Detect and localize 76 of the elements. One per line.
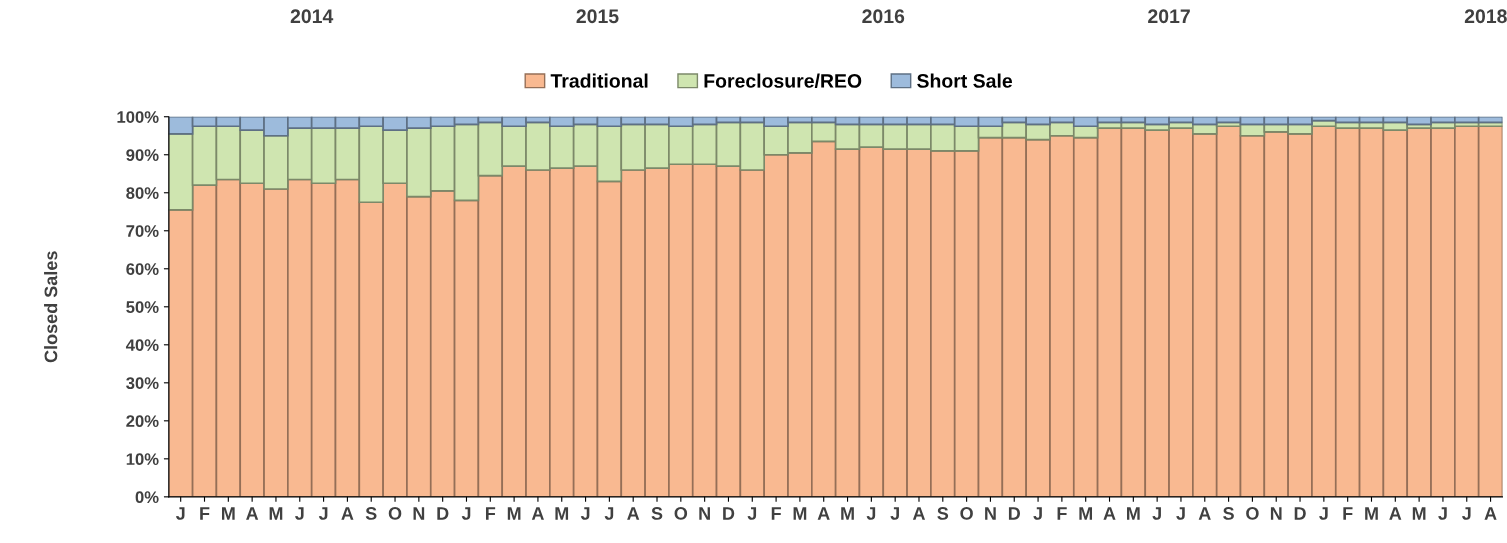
y-tick-label: 0% (135, 491, 159, 504)
y-tick-label: 30% (126, 377, 159, 390)
y-tick-label: 10% (126, 453, 159, 466)
y-tick-label: 60% (126, 263, 159, 275)
y-tick-label: 40% (125, 339, 159, 352)
x-tick-label: J (604, 507, 614, 520)
x-tick-label: A (1103, 507, 1116, 520)
legend-label: Foreclosure/REO (704, 73, 862, 88)
text: 2016 (862, 9, 905, 24)
x-tick-label: N (985, 507, 996, 520)
legend-label: Traditional (550, 73, 648, 88)
x-tick-label: A (246, 507, 259, 520)
x-tick-label: J (747, 507, 757, 520)
x-tick-label: J (1176, 507, 1185, 520)
x-tick-label: F (1343, 507, 1353, 520)
x-tick-label: S (651, 507, 663, 520)
x-tick-label: M (555, 507, 569, 520)
x-tick-label: J (1319, 507, 1328, 520)
x-tick-label: D (1008, 507, 1021, 520)
legend-label: Short Sale (917, 73, 1013, 88)
x-tick-label: J (890, 507, 899, 520)
x-tick-label: O (960, 507, 973, 520)
x-tick-label: D (437, 507, 449, 520)
x-tick-label: S (937, 507, 949, 520)
text: 2018 (1464, 9, 1507, 24)
x-tick-label: M (1127, 507, 1140, 520)
x-tick-label: J (461, 507, 471, 520)
x-tick-label: S (1223, 507, 1234, 520)
x-tick-label: A (912, 507, 926, 520)
x-tick-label: M (1412, 507, 1426, 520)
text: 2017 (1148, 9, 1190, 24)
x-tick-label: M (1365, 507, 1378, 520)
x-tick-label: N (1270, 507, 1282, 520)
x-tick-label: A (1484, 507, 1497, 520)
y-tick-label: 80% (126, 187, 159, 199)
x-tick-label: J (866, 507, 876, 520)
x-tick-label: J (1152, 507, 1161, 520)
x-tick-label: S (365, 507, 377, 520)
y-tick-label: 100% (117, 111, 159, 123)
x-tick-label: J (295, 507, 304, 520)
x-tick-label: A (1389, 507, 1402, 520)
x-tick-label: O (388, 507, 402, 520)
x-tick-label: A (817, 507, 830, 520)
x-tick-label: M (841, 507, 854, 520)
x-tick-label: F (485, 507, 496, 520)
y-tick-label: 90% (126, 149, 159, 161)
x-tick-label: M (507, 507, 521, 520)
x-tick-label: M (269, 507, 283, 520)
x-tick-label: F (771, 507, 781, 520)
x-tick-label: F (200, 507, 210, 520)
x-tick-label: A (1198, 507, 1211, 520)
x-tick-label: J (1438, 507, 1447, 520)
x-tick-label: N (699, 507, 710, 520)
x-tick-label: J (318, 507, 328, 520)
x-tick-label: M (1079, 507, 1093, 520)
y-axis-title: Closed Sales (44, 251, 58, 363)
x-tick-label: D (1294, 507, 1306, 520)
x-tick-label: J (1033, 507, 1042, 520)
x-tick-label: J (1462, 507, 1471, 520)
text: 2014 (290, 9, 334, 24)
x-tick-label: D (723, 507, 735, 520)
text: 2015 (576, 9, 619, 24)
x-tick-label: O (1246, 507, 1259, 520)
x-tick-label: F (1057, 507, 1067, 520)
x-tick-label: J (175, 507, 185, 520)
x-tick-label: A (531, 507, 544, 520)
x-tick-label: A (341, 507, 354, 520)
x-tick-label: O (674, 507, 688, 520)
y-tick-label: 50% (126, 301, 159, 313)
x-tick-label: N (413, 507, 425, 520)
x-tick-label: M (222, 507, 235, 520)
y-tick-label: 70% (126, 225, 159, 237)
x-tick-label: M (793, 507, 807, 520)
y-tick-label: 20% (126, 415, 159, 428)
x-tick-label: A (627, 507, 640, 520)
x-tick-label: J (580, 507, 590, 520)
